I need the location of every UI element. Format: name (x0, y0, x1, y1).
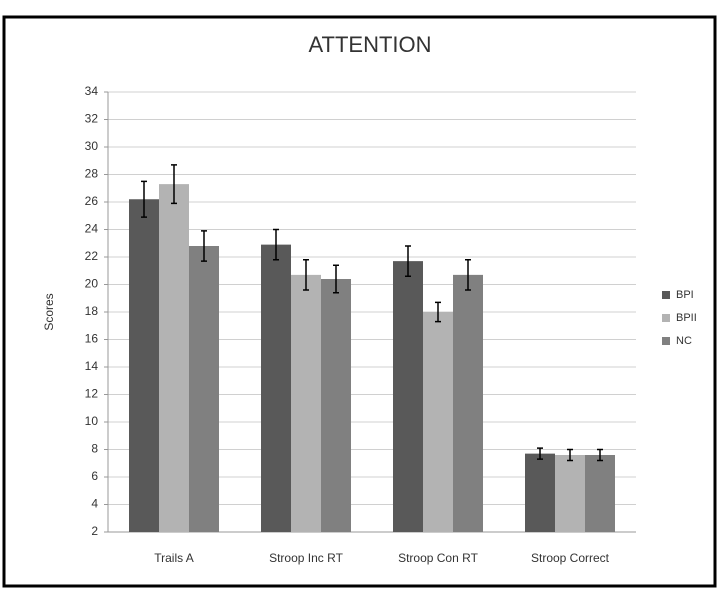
y-tick-label: 14 (85, 359, 99, 373)
chart-title: ATTENTION (308, 32, 431, 57)
y-tick-label: 32 (85, 112, 99, 126)
error-bar (435, 301, 441, 323)
y-tick-label: 26 (85, 194, 99, 208)
y-tick-label: 20 (85, 277, 99, 291)
legend-label: NC (676, 335, 692, 347)
bar (291, 274, 321, 532)
bar (525, 453, 555, 532)
y-tick-label: 8 (91, 442, 98, 456)
bar (321, 279, 351, 532)
error-bar (405, 245, 411, 277)
bar (585, 455, 615, 532)
error-bar (171, 164, 177, 205)
legend-swatch (662, 314, 670, 322)
y-tick-label: 28 (85, 167, 99, 181)
bar (555, 455, 585, 532)
bar (129, 199, 159, 532)
y-tick-label: 4 (91, 497, 98, 511)
bar (159, 184, 189, 532)
error-bar (597, 448, 603, 462)
x-tick-label: Trails A (154, 551, 194, 565)
error-bar (273, 228, 279, 261)
error-bar (141, 180, 147, 218)
x-tick-label: Stroop Correct (531, 551, 610, 565)
legend-label: BPI (676, 289, 694, 301)
bar (189, 246, 219, 532)
error-bar (303, 259, 309, 291)
y-tick-label: 16 (85, 332, 99, 346)
y-tick-label: 6 (91, 469, 98, 483)
error-bar (537, 447, 543, 460)
y-tick-label: 34 (85, 84, 99, 98)
legend-swatch (662, 291, 670, 299)
y-tick-label: 12 (85, 387, 99, 401)
bar (261, 244, 291, 532)
y-tick-label: 10 (85, 414, 99, 428)
error-bar (465, 259, 471, 291)
bar (393, 261, 423, 532)
legend-label: BPII (676, 312, 697, 324)
y-axis-label: Scores (42, 293, 56, 330)
x-tick-label: Stroop Con RT (398, 551, 478, 565)
error-bar (201, 230, 207, 262)
bar (423, 312, 453, 532)
x-tick-label: Stroop Inc RT (269, 551, 343, 565)
bar (453, 274, 483, 532)
y-tick-label: 22 (85, 249, 99, 263)
error-bar (567, 448, 573, 462)
y-tick-label: 30 (85, 139, 99, 153)
y-tick-label: 2 (91, 524, 98, 538)
y-tick-label: 18 (85, 304, 99, 318)
legend-swatch (662, 337, 670, 345)
error-bar (333, 264, 339, 294)
y-tick-label: 24 (85, 222, 99, 236)
